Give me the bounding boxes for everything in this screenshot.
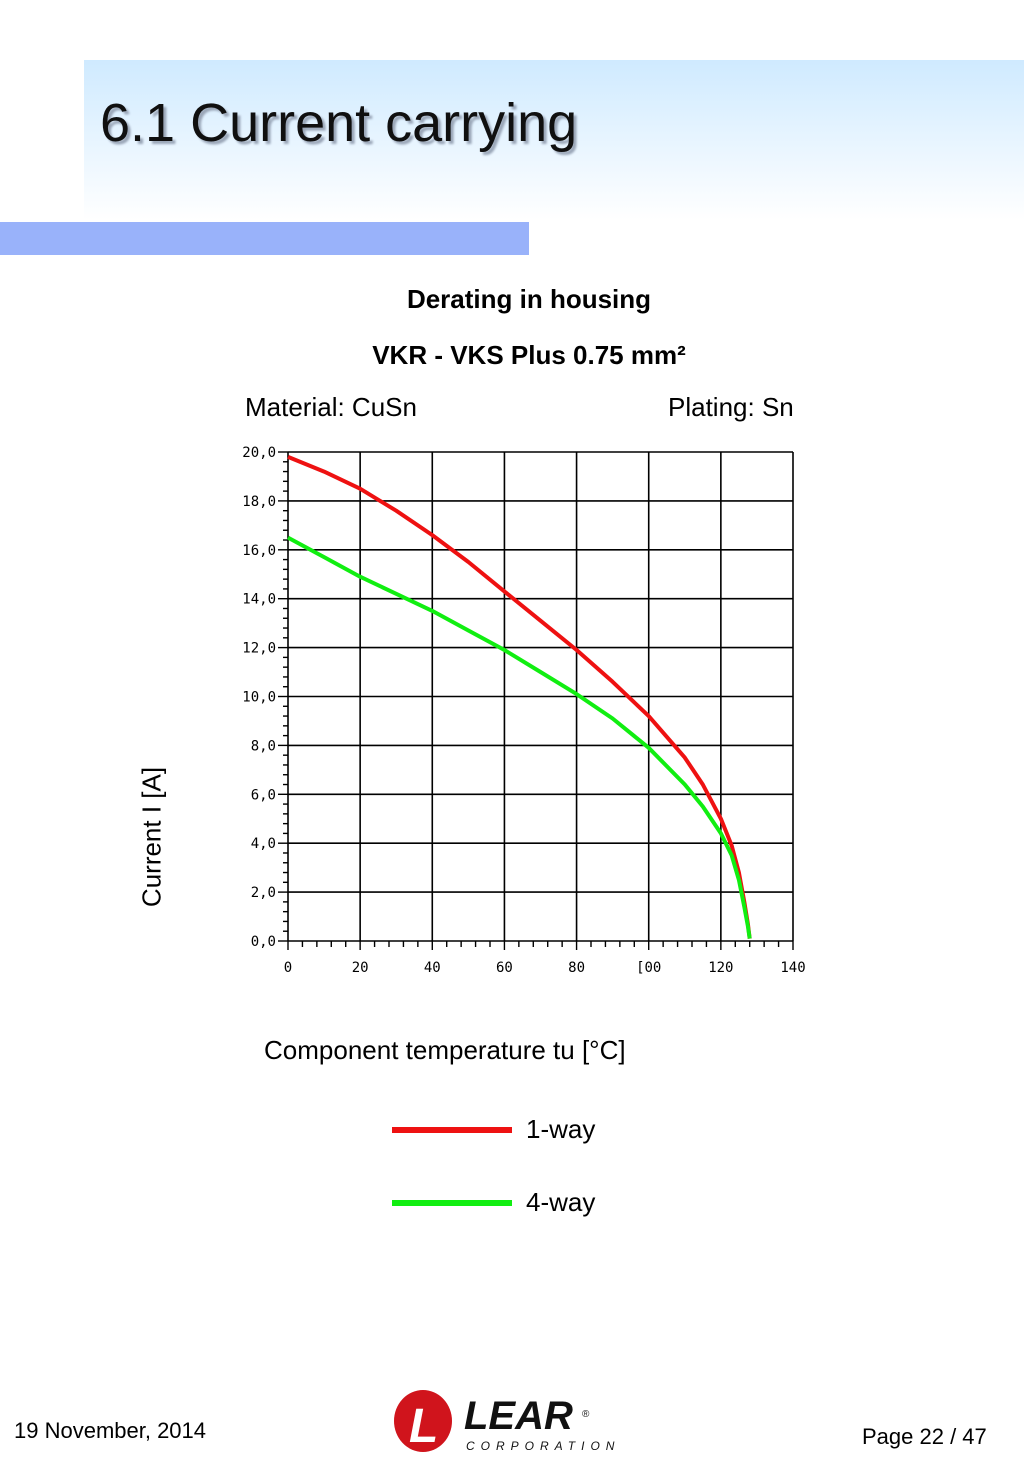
- y-tick-label: 8,0: [251, 738, 276, 754]
- y-tick-label: 14,0: [242, 592, 276, 608]
- title-band: [84, 60, 1024, 220]
- y-axis-label: Current I [A]: [136, 766, 167, 908]
- lear-logo-registered: ®: [582, 1409, 590, 1420]
- chart-title: Derating in housing: [406, 284, 652, 314]
- y-tick-label: 0,0: [251, 934, 276, 950]
- y-tick-label: 10,0: [242, 690, 276, 706]
- x-tick-label: 120: [708, 960, 733, 976]
- x-tick-label: 0: [284, 960, 292, 976]
- series-line-4way: [287, 535, 752, 939]
- x-tick-label: [00: [636, 960, 661, 976]
- y-tick-label: 6,0: [251, 787, 276, 803]
- accent-bar: [0, 222, 529, 255]
- lear-logo-letter: L: [409, 1400, 438, 1453]
- chart-subtitle: VKR - VKS Plus 0.75 mm²: [372, 340, 686, 370]
- x-tick-label: 40: [424, 960, 441, 976]
- derating-chart: 0 20 40 60 80 [00 120 140 0,0 2,0 4,0 6,0 8,0 10,0 12,…: [242, 445, 805, 976]
- x-tick-label: 140: [780, 960, 805, 976]
- series-line-1way: [287, 455, 752, 939]
- legend-label-4way: 4-way: [526, 1187, 596, 1217]
- lear-logo: L LEAR ® CORPORATION: [394, 1390, 620, 1453]
- y-tick-label: 4,0: [251, 836, 276, 852]
- lear-logo-tagline: CORPORATION: [466, 1439, 620, 1453]
- x-axis-label: Component temperature tu [°C]: [264, 1035, 626, 1065]
- y-tick-label: 2,0: [251, 885, 276, 901]
- legend-label-1way: 1-way: [526, 1114, 596, 1144]
- lear-logo-emblem: [394, 1390, 452, 1452]
- y-tick-label: 20,0: [242, 445, 276, 461]
- y-tick-label: 18,0: [242, 494, 276, 510]
- y-tick-label: 16,0: [242, 543, 276, 559]
- x-tick-label: 20: [352, 960, 369, 976]
- material-label: Material: CuSn: [245, 392, 417, 422]
- x-tick-label: 60: [496, 960, 513, 976]
- legend-swatch-4way: [392, 1200, 512, 1206]
- lear-logo-name: LEAR: [464, 1394, 573, 1438]
- footer-date: 19 November, 2014: [14, 1418, 207, 1443]
- plating-label: Plating: Sn: [668, 392, 794, 422]
- slide-title: 6.1 Current carrying: [100, 93, 578, 153]
- footer-page-number: Page 22 / 47: [862, 1424, 987, 1449]
- legend-swatch-1way: [392, 1127, 512, 1133]
- x-tick-label: 80: [568, 960, 585, 976]
- y-tick-label: 12,0: [242, 641, 276, 657]
